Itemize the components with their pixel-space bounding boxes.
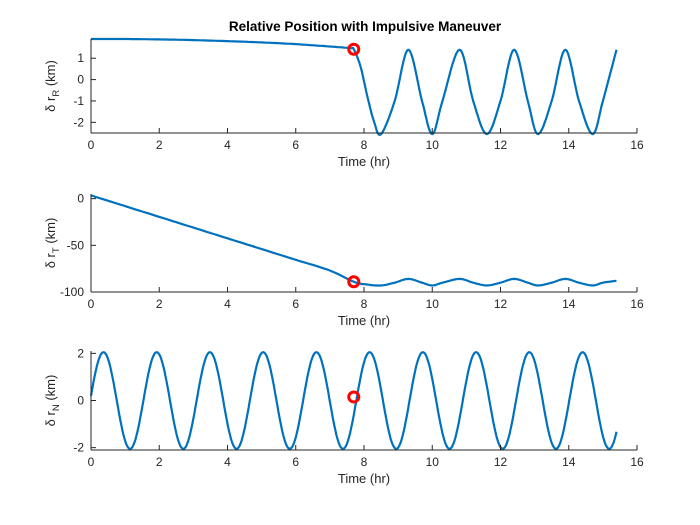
x-tick-label: 6 — [292, 297, 299, 311]
y-tick-label: -1 — [73, 94, 84, 108]
y-tick-label: -50 — [67, 238, 85, 252]
x-tick-label: 8 — [361, 138, 368, 152]
x-tick-label: 0 — [88, 455, 95, 469]
x-tick-label: 0 — [88, 297, 95, 311]
series-line-2-1 — [90, 194, 617, 287]
x-tick-label: 4 — [224, 455, 231, 469]
x-tick-label: 8 — [361, 297, 368, 311]
x-tick-label: 2 — [156, 297, 163, 311]
x-tick-label: 16 — [630, 455, 644, 469]
subplot-3: 0 2 4 6 8 10 12 14 16 -2 0 2 Time (hr) δ rN (km) — [43, 346, 644, 486]
y-tick-label: 1 — [77, 51, 84, 65]
x-axis-label-1: Time (hr) — [338, 154, 390, 169]
y-axis-label-1: δ rR (km) — [43, 60, 62, 112]
figure-title: Relative Position with Impulsive Maneuve… — [229, 19, 502, 34]
x-tick-label: 14 — [562, 455, 576, 469]
x-tick-label: 6 — [292, 455, 299, 469]
y-tick-label: 0 — [77, 73, 84, 87]
x-tick-label: 14 — [562, 138, 576, 152]
maneuver-marker-2 — [347, 275, 361, 289]
series-line-1-1 — [91, 37, 618, 136]
y-tick-label: 0 — [77, 394, 84, 408]
x-tick-label: 2 — [156, 455, 163, 469]
x-tick-label: 6 — [292, 138, 299, 152]
x-tick-label: 12 — [494, 455, 508, 469]
y-tick-label: 2 — [77, 346, 84, 360]
x-tick-label: 12 — [494, 297, 508, 311]
x-tick-label: 4 — [224, 297, 231, 311]
x-axis-label-2: Time (hr) — [338, 313, 390, 328]
x-tick-label: 12 — [494, 138, 508, 152]
y-axis-label-2: δ rT (km) — [43, 218, 62, 269]
maneuver-marker-1 — [347, 42, 361, 56]
x-tick-label: 16 — [630, 297, 644, 311]
y-axis-label-3: δ rN (km) — [43, 375, 62, 427]
x-tick-label: 4 — [224, 138, 231, 152]
x-tick-label: 10 — [426, 138, 440, 152]
subplot-1: 0 2 4 6 8 10 12 14 16 -2 -1 0 1 Time (hr) δ rR (km) — [43, 37, 644, 169]
x-tick-label: 2 — [156, 138, 163, 152]
x-tick-label: 10 — [426, 297, 440, 311]
y-tick-label: 0 — [77, 192, 84, 206]
y-tick-label: -100 — [60, 285, 84, 299]
subplot-2: 0 2 4 6 8 10 12 14 16 -100 -50 0 Time (hr) δ rT (km) — [43, 192, 644, 328]
x-tick-label: 14 — [562, 297, 576, 311]
x-axis-label-3: Time (hr) — [338, 471, 390, 486]
x-tick-label: 16 — [630, 138, 644, 152]
maneuver-marker-3 — [347, 390, 361, 404]
y-tick-label: -2 — [73, 115, 84, 129]
x-tick-label: 0 — [88, 138, 95, 152]
series-line-3-1 — [89, 351, 618, 450]
x-tick-label: 10 — [426, 455, 440, 469]
y-tick-label: -2 — [73, 441, 84, 455]
x-tick-label: 8 — [361, 455, 368, 469]
